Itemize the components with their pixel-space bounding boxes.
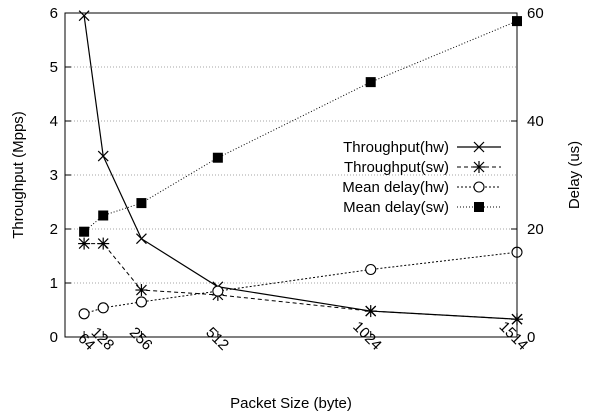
y-tick-label: 2 bbox=[50, 221, 58, 238]
x-tick-label: 256 bbox=[126, 324, 156, 354]
y2-axis-title: Delay (us) bbox=[566, 141, 583, 209]
series-3-point bbox=[365, 77, 376, 88]
y-tick-label: 6 bbox=[50, 5, 58, 22]
axis-ticks bbox=[65, 12, 518, 338]
legend-samples bbox=[457, 141, 501, 212]
legend-entry-mean-delay-sw: Mean delay(sw) bbox=[343, 199, 449, 216]
series-lines bbox=[83, 15, 518, 320]
series-line-3 bbox=[83, 20, 518, 233]
y-tick-label: 5 bbox=[50, 59, 58, 76]
series-2-point bbox=[365, 263, 377, 276]
legend-label: Mean delay(sw) bbox=[343, 199, 449, 216]
series-3-point bbox=[136, 198, 147, 209]
series-0-point bbox=[136, 233, 147, 245]
legend-entry-throughput-hw: Throughput(hw) bbox=[343, 139, 449, 156]
legend-label: Throughput(hw) bbox=[343, 139, 449, 156]
legend: Throughput(hw) Throughput(sw) Mean delay… bbox=[342, 139, 501, 216]
y-tick-label: 0 bbox=[50, 329, 58, 346]
legend-marker-sample bbox=[473, 141, 485, 153]
series-3-point bbox=[212, 152, 223, 163]
series-2-point bbox=[97, 302, 109, 314]
grid-lines bbox=[65, 66, 517, 284]
series-2-point bbox=[212, 285, 224, 297]
series-3-point bbox=[79, 226, 90, 237]
legend-label: Mean delay(hw) bbox=[342, 179, 449, 196]
y-tick-label: 4 bbox=[50, 113, 58, 130]
series-2-point bbox=[135, 296, 147, 308]
legend-marker-sample bbox=[474, 202, 484, 212]
y2-tick-label: 60 bbox=[527, 5, 544, 22]
series-3-point bbox=[98, 210, 109, 221]
x-tick-label: 128 bbox=[88, 324, 118, 354]
y-tick-label: 3 bbox=[50, 167, 58, 184]
series-0-point bbox=[78, 10, 90, 22]
legend-entry-throughput-sw: Throughput(sw) bbox=[344, 159, 449, 176]
x-tick-label: 512 bbox=[202, 324, 232, 354]
y-tick-label: 1 bbox=[50, 275, 58, 292]
legend-label: Throughput(sw) bbox=[344, 159, 449, 176]
y-axis-title: Throughput (Mpps) bbox=[10, 111, 27, 239]
series-line-1 bbox=[84, 243, 518, 320]
series-markers bbox=[78, 10, 523, 326]
legend-entry-mean-delay-hw: Mean delay(hw) bbox=[342, 179, 449, 196]
legend-marker-sample bbox=[473, 181, 485, 193]
x-tick-label: 1024 bbox=[349, 318, 385, 354]
y2-tick-label: 40 bbox=[527, 113, 544, 130]
series-0-point bbox=[97, 150, 109, 162]
y2-tick-label: 20 bbox=[527, 221, 544, 238]
y2-tick-label: 0 bbox=[527, 329, 535, 346]
series-line-0 bbox=[83, 15, 518, 320]
series-2-point bbox=[78, 308, 90, 320]
x-axis-title: Packet Size (byte) bbox=[230, 395, 352, 412]
x-tick-label: 1514 bbox=[496, 318, 532, 354]
